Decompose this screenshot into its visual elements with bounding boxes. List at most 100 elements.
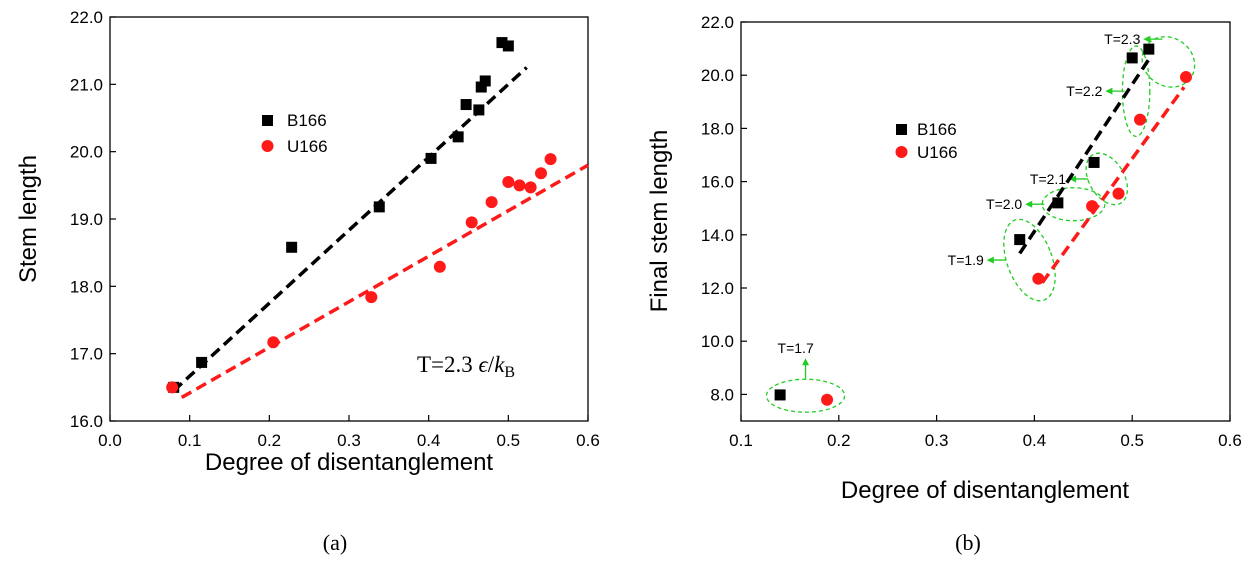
panel-a-x-axis-label: Degree of disentanglement [205, 449, 494, 476]
panel-a-label: (a) [323, 530, 347, 555]
fit-line-u166 [180, 163, 589, 399]
fit-line-b166 [172, 66, 528, 392]
panel-b-legend: B166 U166 [895, 120, 958, 162]
y-tick-label: 20.0 [70, 143, 103, 162]
y-tick-label: 20.0 [701, 66, 734, 85]
data-point-b166 [502, 40, 514, 52]
panel-b-x-axis-label: Degree of disentanglement [841, 477, 1130, 504]
y-tick-label: 22.0 [701, 13, 734, 32]
y-tick-label: 16.0 [70, 412, 103, 431]
data-point-b166 [1014, 234, 1026, 246]
x-tick-label: 0.5 [497, 431, 521, 450]
panel-a-y-axis-label: Stem length [15, 155, 42, 283]
temperature-arrowhead [1143, 35, 1151, 43]
panel-b-frame [740, 21, 1231, 422]
x-tick-label: 0.3 [925, 431, 949, 450]
y-tick-label: 19.0 [70, 210, 103, 229]
data-point-u166 [534, 167, 547, 180]
data-point-u166 [821, 393, 834, 406]
legend-b166-label: B166 [287, 111, 327, 130]
data-point-u166 [524, 181, 537, 194]
legend-b166-marker-b [896, 124, 907, 135]
x-tick-label: 0.6 [1218, 431, 1242, 450]
y-tick-label: 17.0 [70, 345, 103, 364]
temperature-group-ring [1041, 187, 1106, 222]
temperature-group-label: T=1.9 [948, 252, 984, 268]
y-tick-label: 21.0 [70, 75, 103, 94]
x-tick-label: 0.1 [178, 431, 202, 450]
panel-a: 0.0 0.1 0.2 0.3 0.4 0.5 0.6 16.0 17.0 18.0 19.0 20.… [15, 8, 600, 555]
panel-b: 0.1 0.2 0.3 0.4 0.5 0.6 8.0 10.0 12.0 14.0 16.0 18.… [646, 13, 1242, 555]
data-point-b166 [373, 201, 385, 213]
data-point-b166 [1052, 197, 1064, 209]
data-point-u166 [433, 260, 446, 273]
data-point-b166 [1143, 43, 1155, 55]
panel-a-fit-lines [172, 66, 589, 399]
data-point-u166 [485, 196, 498, 209]
temperature-group-ring [1141, 36, 1196, 88]
panel-b-data-points [774, 43, 1192, 406]
panel-b-y-axis-label: Final stem length [646, 130, 673, 313]
y-tick-label: 14.0 [701, 226, 734, 245]
legend-u166-label: U166 [287, 137, 328, 156]
data-point-b166 [479, 75, 491, 87]
temperature-arrowhead [1069, 175, 1077, 183]
x-tick-label: 0.0 [98, 431, 122, 450]
data-point-b166 [425, 152, 437, 164]
data-point-u166 [1134, 113, 1147, 126]
y-tick-label: 18.0 [701, 119, 734, 138]
data-point-b166 [452, 131, 464, 143]
temperature-arrowhead [986, 256, 994, 264]
panel-a-ticks: 0.0 0.1 0.2 0.3 0.4 0.5 0.6 16.0 17.0 18.0 19.0 20.… [70, 8, 600, 450]
temperature-arrowhead [1105, 87, 1113, 95]
x-tick-label: 0.2 [827, 431, 851, 450]
legend-b166-marker [262, 115, 273, 126]
panel-b-temperature-groups: T=1.7 T=1.9 T=2.0 T=2.1 T=2.2 T=2.3 [765, 31, 1196, 413]
temperature-group-label: T=2.2 [1066, 83, 1102, 99]
panel-a-legend: B166 U166 [261, 111, 328, 156]
x-tick-label: 0.4 [1023, 431, 1047, 450]
data-point-u166 [1179, 71, 1192, 84]
x-tick-label: 0.5 [1120, 431, 1144, 450]
legend-u166-label-b: U166 [917, 143, 958, 162]
x-tick-label: 0.2 [258, 431, 282, 450]
data-point-b166 [473, 104, 485, 116]
data-point-u166 [544, 153, 557, 166]
fit-line-b166 [1018, 56, 1152, 255]
panel-a-data-points [166, 37, 557, 394]
temperature-group-ring [1003, 218, 1056, 302]
y-tick-label: 22.0 [70, 8, 103, 27]
data-point-u166 [365, 291, 378, 304]
data-point-u166 [513, 179, 526, 192]
temperature-group-label: T=2.1 [1030, 171, 1066, 187]
data-point-u166 [1086, 200, 1099, 213]
y-tick-label: 8.0 [710, 385, 734, 404]
data-point-u166 [502, 175, 515, 188]
data-point-b166 [1126, 52, 1138, 64]
y-tick-label: 12.0 [701, 279, 734, 298]
temperature-arrowhead [802, 358, 810, 366]
y-tick-label: 10.0 [701, 332, 734, 351]
legend-b166-label-b: B166 [917, 120, 957, 139]
temperature-group-label: T=1.7 [778, 340, 814, 356]
data-point-b166 [460, 99, 472, 111]
y-tick-label: 16.0 [701, 173, 734, 192]
data-point-u166 [1112, 187, 1125, 200]
x-tick-label: 0.3 [337, 431, 361, 450]
data-point-b166 [496, 37, 508, 49]
temperature-arrowhead [1025, 200, 1033, 208]
panel-b-fit-lines [1018, 56, 1186, 284]
x-tick-label: 0.6 [576, 431, 600, 450]
data-point-b166 [774, 389, 786, 401]
legend-u166-marker [261, 140, 274, 152]
x-tick-label: 0.1 [729, 431, 753, 450]
data-point-b166 [475, 81, 487, 93]
data-point-u166 [166, 381, 179, 394]
panel-b-label: (b) [955, 530, 981, 555]
legend-u166-marker-b [895, 146, 908, 158]
data-point-b166 [286, 241, 298, 253]
temperature-group-label: T=2.0 [986, 196, 1022, 212]
data-point-u166 [465, 216, 478, 229]
temperature-annotation: T=2.3 ϵ/kB [417, 352, 515, 381]
